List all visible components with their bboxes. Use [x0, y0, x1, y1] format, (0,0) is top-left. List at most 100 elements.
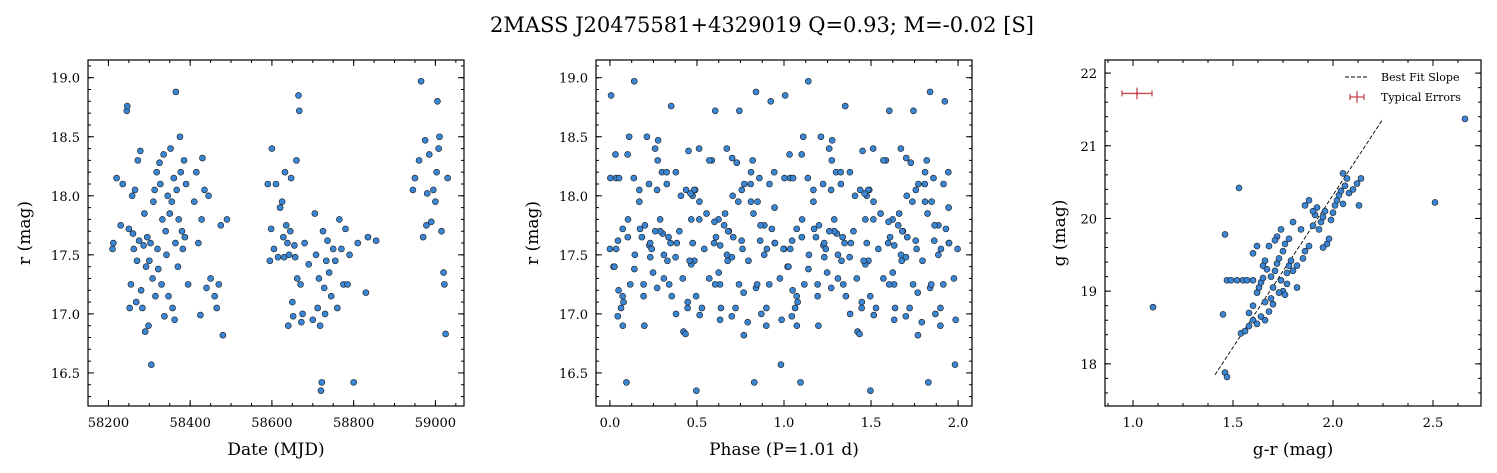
- data-point: [651, 227, 659, 235]
- data-point: [758, 310, 765, 318]
- data-point: [440, 269, 447, 276]
- data-point: [766, 180, 773, 188]
- data-point: [636, 186, 643, 194]
- data-point: [1275, 289, 1283, 296]
- data-point: [329, 245, 337, 253]
- legend-label-errors: Typical Errors: [1381, 91, 1461, 104]
- data-point: [137, 286, 145, 294]
- data-point: [295, 107, 303, 115]
- data-point: [753, 281, 761, 288]
- data-point: [311, 210, 319, 217]
- y-axis-label: r (mag): [15, 201, 35, 265]
- data-point: [696, 311, 703, 319]
- data-point: [897, 145, 905, 152]
- data-point: [820, 239, 828, 247]
- data-point: [907, 159, 915, 167]
- data-point: [776, 275, 784, 282]
- data-point: [862, 216, 869, 223]
- data-point: [735, 281, 743, 288]
- data-point: [940, 180, 947, 188]
- data-point: [636, 198, 643, 206]
- y-tick-label: 17.0: [51, 308, 80, 323]
- data-point: [738, 186, 746, 194]
- data-point: [924, 210, 931, 217]
- data-point: [217, 222, 225, 229]
- data-point: [890, 316, 898, 324]
- data-point: [1289, 267, 1297, 275]
- data-point: [877, 210, 884, 217]
- data-point: [624, 216, 632, 223]
- data-point: [1233, 276, 1241, 284]
- data-point: [745, 257, 752, 265]
- data-point: [837, 180, 845, 188]
- data-point: [133, 257, 141, 265]
- data-point: [846, 168, 854, 176]
- data-point: [798, 151, 806, 158]
- data-point: [885, 281, 893, 288]
- data-point: [293, 157, 300, 164]
- data-point: [1221, 231, 1229, 238]
- data-point: [179, 245, 187, 253]
- data-point: [682, 330, 689, 338]
- data-point: [898, 227, 906, 235]
- data-point: [805, 77, 812, 85]
- data-point: [331, 257, 339, 265]
- data-point: [692, 292, 700, 300]
- data-point: [932, 310, 939, 318]
- data-point: [301, 239, 308, 247]
- data-point: [950, 275, 958, 282]
- data-point: [636, 225, 644, 233]
- data-point: [1271, 267, 1279, 275]
- data-point: [1243, 276, 1251, 284]
- data-point: [760, 251, 768, 259]
- data-point: [903, 192, 911, 200]
- data-point: [853, 275, 861, 282]
- data-point: [295, 92, 302, 99]
- data-point: [127, 281, 135, 288]
- data-point: [897, 251, 905, 259]
- data-point: [1281, 240, 1289, 248]
- data-point: [207, 275, 214, 282]
- data-point: [805, 251, 813, 259]
- data-point: [1277, 226, 1285, 233]
- data-point: [821, 253, 828, 261]
- data-point: [859, 147, 866, 155]
- data-point: [1293, 284, 1301, 291]
- figure-title: 2MASS J20475581+4329019 Q=0.93; M=-0.02 …: [490, 13, 1034, 37]
- data-point: [167, 145, 174, 152]
- data-point: [154, 245, 161, 253]
- data-point: [667, 239, 674, 247]
- data-point: [1431, 199, 1439, 206]
- data-point: [336, 216, 343, 223]
- data-point: [826, 227, 833, 235]
- y-tick-label: 21: [1080, 140, 1097, 155]
- data-point: [756, 174, 763, 182]
- data-point: [119, 180, 127, 188]
- data-point: [656, 216, 664, 223]
- data-point: [687, 190, 694, 197]
- data-point: [793, 292, 801, 300]
- data-point: [318, 379, 326, 386]
- data-point: [827, 186, 835, 194]
- data-point: [686, 257, 693, 265]
- data-point: [276, 204, 284, 211]
- data-point: [757, 222, 764, 229]
- legend: Best Fit Slope Typical Errors: [1345, 71, 1461, 104]
- data-point: [778, 316, 785, 324]
- data-point: [861, 190, 868, 197]
- data-point: [791, 304, 799, 312]
- data-point: [285, 251, 293, 259]
- data-point: [425, 151, 433, 158]
- data-point: [170, 174, 178, 182]
- x-axis-label: Phase (P=1.01 d): [709, 440, 859, 460]
- data-point: [951, 361, 959, 368]
- data-point: [1349, 186, 1357, 193]
- y-tick-label: 18.5: [51, 131, 80, 146]
- x-tick-label: 1.5: [861, 416, 882, 431]
- panel-color-magnitude: 1.0 1.5 2.0 2.5 18 19 20 21 22 g-r (mag) g (mag) Be…: [1050, 59, 1482, 460]
- data-point: [1341, 182, 1349, 190]
- data-point: [132, 298, 140, 306]
- data-point: [117, 222, 124, 229]
- data-point: [789, 174, 797, 182]
- data-point: [125, 225, 133, 233]
